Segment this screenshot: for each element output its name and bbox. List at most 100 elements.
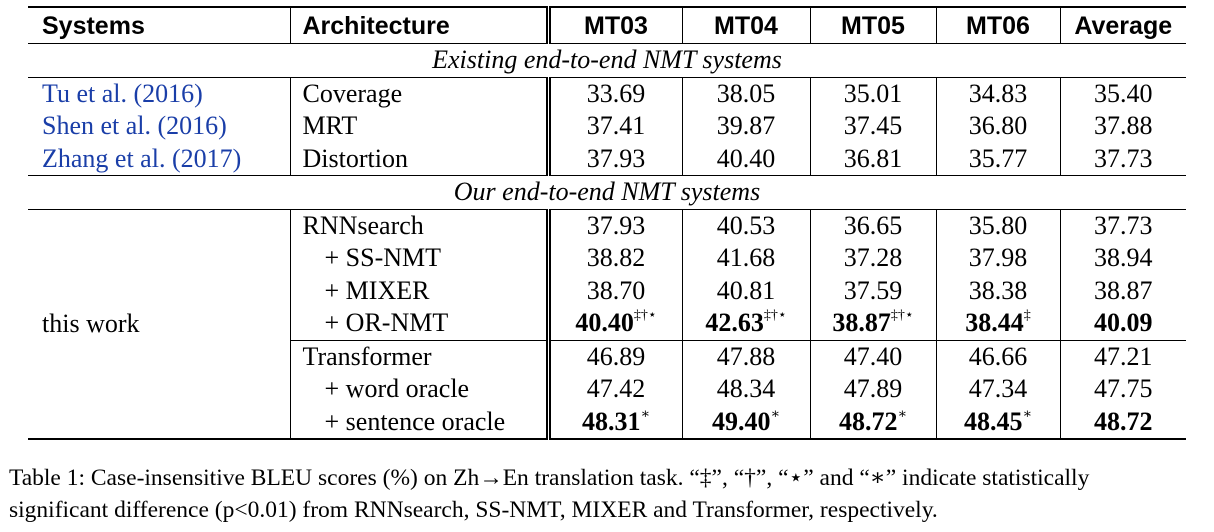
header-systems: Systems (28, 6, 290, 44)
score-cell: 47.21 (1059, 339, 1186, 373)
header-mt04: MT04 (681, 6, 810, 44)
score-cell: 48.45∗ (935, 405, 1060, 440)
score-cell: 37.28 (809, 242, 936, 275)
score-cell: 49.40∗ (681, 405, 810, 440)
score-cell: 48.34 (681, 373, 810, 406)
score-cell: 36.65 (809, 209, 936, 242)
score-cell: 40.09 (1059, 307, 1186, 340)
table-row: this work RNNsearch 37.93 40.53 36.65 35… (28, 209, 1186, 440)
table-row: + word oracle 47.42 48.34 47.89 47.34 47… (28, 373, 1186, 406)
score-cell: 37.45 (809, 110, 936, 143)
significance-mark: ‡†⋆ (633, 308, 657, 324)
citation-link[interactable]: Zhang et al. (2017) (42, 143, 242, 173)
significance-mark: ‡ (1023, 308, 1031, 324)
bold-score: 38.44 (965, 308, 1024, 338)
score-cell: 37.73 (1059, 209, 1186, 242)
score-cell: 40.40‡†⋆ (545, 307, 682, 340)
bold-score: 48.72 (838, 406, 898, 436)
score-cell: 37.93 (545, 209, 682, 242)
score-cell: 37.59 (809, 274, 936, 307)
score-cell: 46.89 (545, 339, 682, 373)
score-cell: 38.70 (545, 274, 682, 307)
table-row: Zhang et al. (2017) Distortion 37.93 40.… (28, 142, 1186, 176)
table-row: + SS-NMT 38.82 41.68 37.28 37.98 38.94 (28, 242, 1186, 275)
significance-mark: ‡†⋆ (890, 308, 914, 324)
score-cell: 40.53 (681, 209, 810, 242)
table-row: + sentence oracle 48.31∗ 49.40∗ 48.72∗ 4… (28, 405, 1186, 440)
significance-mark: ∗ (897, 406, 907, 422)
bold-score: 42.63 (705, 308, 764, 338)
results-table: Systems Architecture MT03 MT04 MT05 MT06… (28, 6, 1186, 440)
arch-cell: Transformer (289, 339, 548, 373)
this-work-label: this work (28, 209, 290, 440)
header-average: Average (1059, 6, 1186, 44)
score-cell: 38.87 (1059, 274, 1186, 307)
score-cell: 47.40 (809, 339, 936, 373)
score-cell: 40.81 (681, 274, 810, 307)
citation-link[interactable]: Tu et al. (2016) (42, 78, 203, 108)
score-cell: 39.87 (681, 110, 810, 143)
table-row: Shen et al. (2016) MRT 37.41 39.87 37.45… (28, 110, 1186, 143)
arch-cell: + word oracle (289, 373, 548, 406)
citation-link[interactable]: Shen et al. (2016) (42, 111, 227, 141)
score-cell: 37.98 (935, 242, 1060, 275)
caption-line-2: significant difference (p<0.01) from RNN… (9, 497, 938, 523)
score-cell: 38.44‡ (935, 307, 1060, 340)
arch-cell: + sentence oracle (289, 405, 548, 440)
caption-line-1: Table 1: Case-insensitive BLEU scores (%… (9, 465, 1090, 491)
arch-cell: + SS-NMT (289, 242, 548, 275)
bold-score: 48.45 (963, 406, 1023, 436)
score-cell: 37.88 (1059, 110, 1186, 143)
bold-score: 40.40 (575, 308, 634, 338)
score-cell: 35.80 (935, 209, 1060, 242)
score-cell: 36.81 (809, 142, 936, 176)
header-mt03: MT03 (545, 6, 682, 44)
score-cell: 38.87‡†⋆ (809, 307, 936, 340)
bold-score: 38.87 (832, 308, 891, 338)
bold-score: 48.72 (1094, 406, 1153, 436)
score-cell: 38.38 (935, 274, 1060, 307)
section-ours-row: Our end-to-end NMT systems (28, 175, 1186, 210)
significance-mark: ∗ (1022, 406, 1032, 422)
arch-cell: Coverage (289, 77, 548, 110)
score-cell: 38.82 (545, 242, 682, 275)
score-cell: 47.42 (545, 373, 682, 406)
section-existing-title: Existing end-to-end NMT systems (28, 43, 1186, 78)
bold-score: 40.09 (1094, 308, 1153, 338)
table-row: Transformer 46.89 47.88 47.40 46.66 47.2… (28, 339, 1186, 373)
significance-mark: ‡†⋆ (763, 308, 787, 324)
score-cell: 47.75 (1059, 373, 1186, 406)
score-cell: 37.41 (545, 110, 682, 143)
header-architecture: Architecture (289, 6, 548, 44)
arch-cell: Distortion (289, 142, 548, 176)
table-row: + MIXER 38.70 40.81 37.59 38.38 38.87 (28, 274, 1186, 307)
arch-cell: MRT (289, 110, 548, 143)
significance-mark: ∗ (640, 406, 650, 422)
score-cell: 42.63‡†⋆ (681, 307, 810, 340)
score-cell: 46.66 (935, 339, 1060, 373)
score-cell: 38.05 (681, 77, 810, 110)
score-cell: 48.72∗ (809, 405, 936, 440)
header-row: Systems Architecture MT03 MT04 MT05 MT06… (28, 6, 1186, 44)
header-mt06: MT06 (935, 6, 1060, 44)
score-cell: 37.73 (1059, 142, 1186, 176)
table-row: + OR-NMT 40.40‡†⋆ 42.63‡†⋆ 38.87‡†⋆ 38.4… (28, 307, 1186, 340)
bold-score: 48.31 (581, 406, 641, 436)
section-ours-title: Our end-to-end NMT systems (28, 175, 1186, 210)
arch-cell: + MIXER (289, 274, 548, 307)
score-cell: 48.31∗ (545, 405, 682, 440)
score-cell: 47.88 (681, 339, 810, 373)
score-cell: 38.94 (1059, 242, 1186, 275)
score-cell: 35.77 (935, 142, 1060, 176)
table-row: Tu et al. (2016) Coverage 33.69 38.05 35… (28, 77, 1186, 110)
arch-cell: RNNsearch (289, 209, 548, 242)
arch-cell: + OR-NMT (289, 307, 548, 340)
score-cell: 35.40 (1059, 77, 1186, 110)
header-mt05: MT05 (809, 6, 936, 44)
score-cell: 48.72 (1059, 405, 1186, 440)
bold-score: 49.40 (711, 406, 771, 436)
score-cell: 41.68 (681, 242, 810, 275)
score-cell: 47.89 (809, 373, 936, 406)
score-cell: 40.40 (681, 142, 810, 176)
score-cell: 37.93 (545, 142, 682, 176)
